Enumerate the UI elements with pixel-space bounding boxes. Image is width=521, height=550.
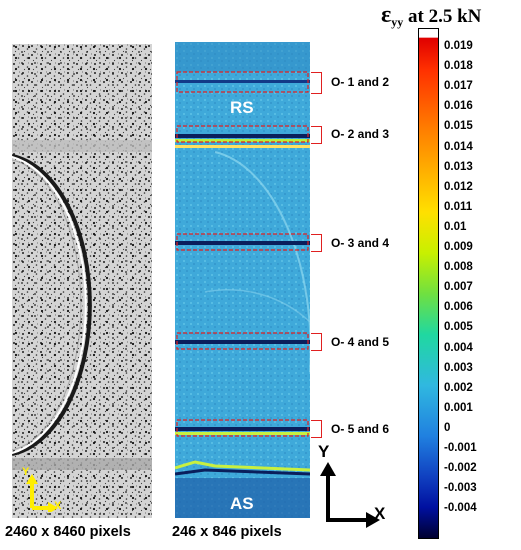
image-axis-indicator: Y X	[22, 466, 64, 514]
slice-bracket-1	[311, 72, 322, 94]
colorbar-tick-label: 0.004	[444, 341, 473, 354]
colorbar-tick-label: 0.017	[444, 80, 473, 93]
colorbar-tick-label: 0.011	[444, 200, 473, 213]
region-label-as: AS	[230, 494, 254, 513]
slice-bracket-3	[311, 234, 322, 252]
slice-label-3: O- 3 and 4	[331, 236, 390, 250]
colorbar-tick-label: 0.013	[444, 160, 473, 173]
axis-y-label: Y	[318, 442, 330, 461]
slice-bracket-2	[311, 126, 322, 144]
colorbar-tick-label: 0.012	[444, 180, 473, 193]
slice-label-5: O- 5 and 6	[331, 422, 390, 436]
colorbar-tick-label: 0.003	[444, 361, 473, 374]
colorbar-tick-label: 0.006	[444, 301, 473, 314]
colorbar-tick-label: 0.015	[444, 120, 473, 133]
strain-map-caption: 246 x 846 pixels	[172, 524, 282, 540]
coordinate-axes: Y X	[316, 442, 396, 530]
colorbar-title-text: at 2.5 kN	[403, 6, 482, 27]
colorbar-tick-label: 0.014	[444, 140, 473, 153]
colorbar-tick-label: 0.016	[444, 100, 473, 113]
colorbar-tick-label: -0.002	[444, 462, 477, 475]
colorbar-tick-label: 0.008	[444, 261, 473, 274]
colorbar-tick-label: -0.004	[444, 502, 477, 515]
slice-label-2: O- 2 and 3	[331, 127, 390, 141]
colorbar-tick-label: -0.001	[444, 442, 477, 454]
speckle-image-panel: Y X	[12, 44, 152, 518]
slice-bracket-4	[311, 333, 322, 351]
strain-map-panel: RS AS	[175, 42, 310, 518]
colorbar-tick-label: -0.003	[444, 482, 477, 495]
colorbar-tick-label: 0.001	[444, 401, 473, 414]
colorbar-tick-label: 0.018	[444, 60, 473, 73]
image-axis-y-label: Y	[22, 466, 30, 478]
colorbar-tick-label: 0.019	[444, 40, 473, 52]
strain-map	[175, 42, 310, 518]
colorbar-title: εyy at 2.5 kN	[381, 2, 481, 30]
colorbar-tick-label: 0.009	[444, 241, 473, 253]
region-label-rs: RS	[230, 98, 254, 117]
colorbar-tick-label: 0.007	[444, 281, 473, 294]
colorbar	[418, 28, 439, 539]
speckle-image-caption: 2460 x 8460 pixels	[5, 524, 131, 540]
colorbar-title-symbol: ε	[381, 2, 392, 28]
colorbar-tick-label: 0.002	[444, 381, 473, 394]
slice-bracket-5	[311, 420, 322, 438]
colorbar-tick-label: 0	[444, 421, 451, 434]
slice-label-1: O- 1 and 2	[331, 75, 390, 89]
image-axis-x-label: X	[54, 500, 62, 512]
axis-x-label: X	[374, 504, 386, 523]
colorbar-title-subscript: yy	[391, 15, 404, 29]
speckle-image	[12, 44, 152, 518]
colorbar-tick-label: 0.005	[444, 321, 473, 334]
colorbar-tick-label: 0.01	[444, 220, 467, 233]
slice-label-4: O- 4 and 5	[331, 335, 390, 349]
